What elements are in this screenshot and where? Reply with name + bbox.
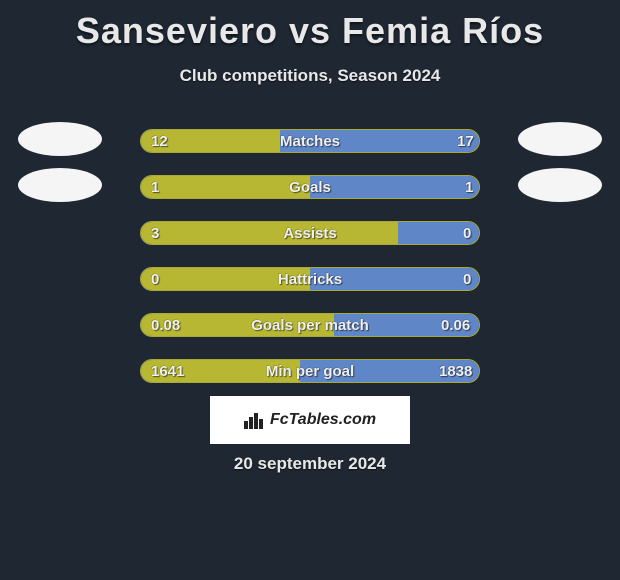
stat-value-left: 1 [151,179,159,196]
stat-row: 1 1 Goals [0,164,620,210]
stat-value-left: 1641 [151,363,184,380]
source-badge: FcTables.com [210,396,410,444]
stat-bar-track: 0.08 0.06 Goals per match [140,313,480,337]
stat-label: Hattricks [278,271,342,288]
stat-row: 0 0 Hattricks [0,256,620,302]
stat-value-left: 3 [151,225,159,242]
comparison-title: Sanseviero vs Femia Ríos [0,0,620,52]
chart-bars-icon [244,411,264,429]
stat-value-left: 0 [151,271,159,288]
snapshot-date: 20 september 2024 [234,454,386,474]
stat-label: Matches [280,133,340,150]
stat-value-left: 12 [151,133,168,150]
stat-value-left: 0.08 [151,317,180,334]
stat-value-right: 0.06 [441,317,470,334]
stat-row: 3 0 Assists [0,210,620,256]
player-avatar-left [18,122,102,156]
stats-container: 12 17 Matches 1 1 Goals 3 0 Assists 0 0 Hattricks 0.… [0,118,620,394]
stat-label: Goals [289,179,331,196]
stat-bar-left [141,176,310,198]
stat-value-right: 17 [457,133,474,150]
stat-label: Assists [283,225,336,242]
stat-bar-track: 1 1 Goals [140,175,480,199]
stat-value-right: 0 [463,225,471,242]
player-avatar-right [518,168,602,202]
stat-bar-track: 12 17 Matches [140,129,480,153]
stat-bar-track: 1641 1838 Min per goal [140,359,480,383]
stat-value-right: 1838 [439,363,472,380]
stat-value-right: 0 [463,271,471,288]
player-avatar-left [18,168,102,202]
comparison-subtitle: Club competitions, Season 2024 [0,66,620,86]
stat-bar-track: 3 0 Assists [140,221,480,245]
stat-row: 1641 1838 Min per goal [0,348,620,394]
stat-row: 0.08 0.06 Goals per match [0,302,620,348]
stat-value-right: 1 [465,179,473,196]
stat-bar-right [310,176,479,198]
stat-bar-track: 0 0 Hattricks [140,267,480,291]
player-avatar-right [518,122,602,156]
source-badge-text: FcTables.com [270,411,376,429]
stat-label: Goals per match [251,317,369,334]
stat-row: 12 17 Matches [0,118,620,164]
stat-bar-left [141,222,398,244]
stat-label: Min per goal [266,363,354,380]
